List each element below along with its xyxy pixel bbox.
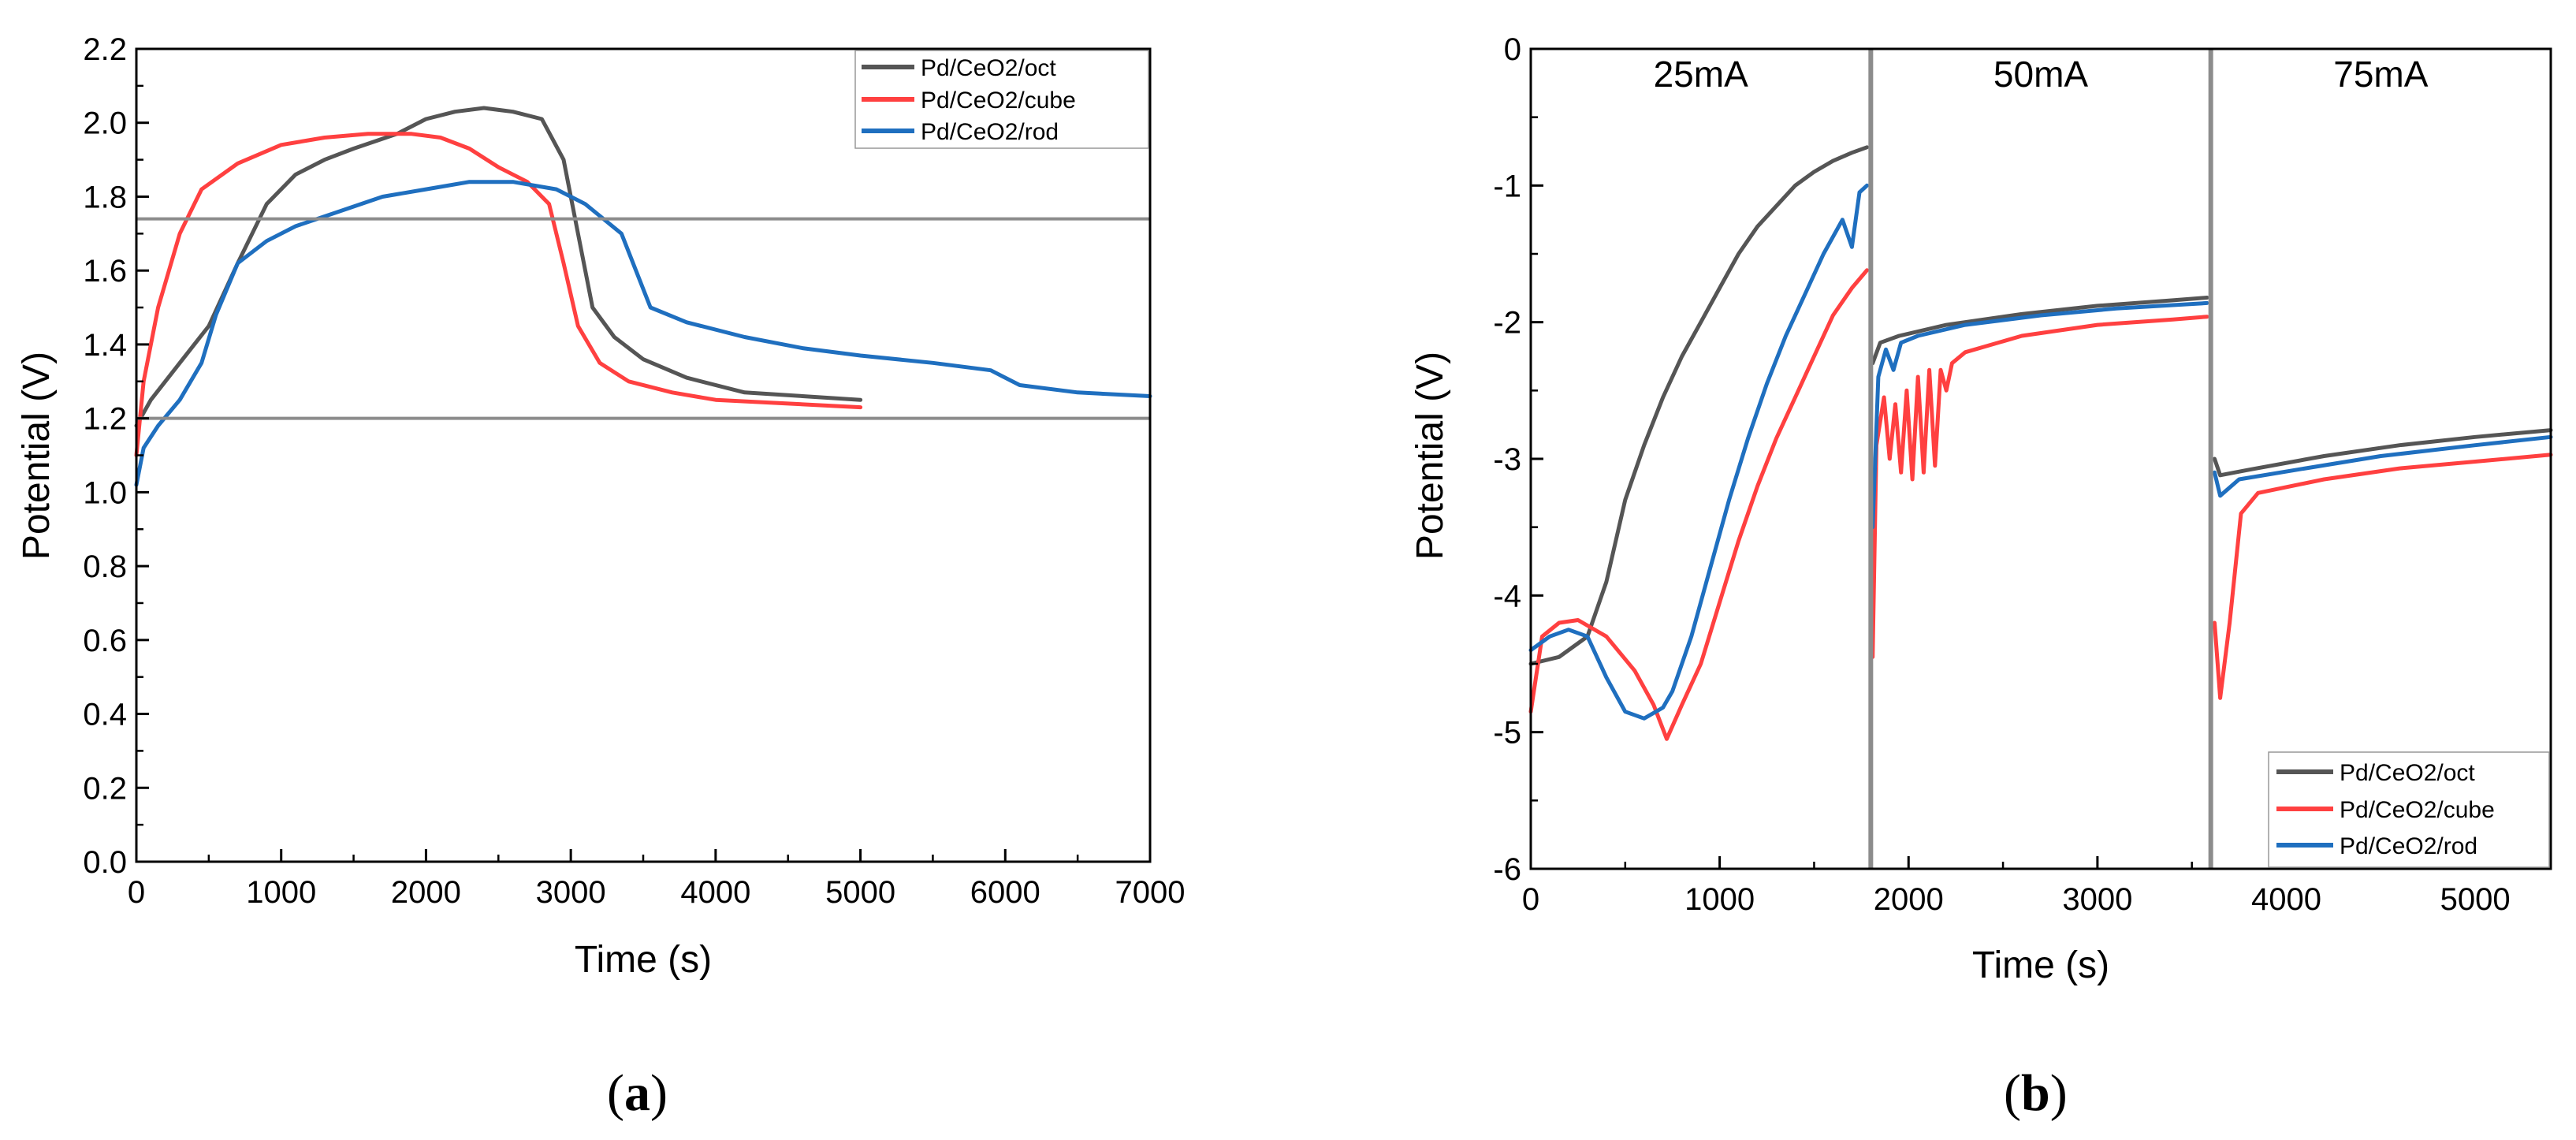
panel-b-caption: (b) (2004, 1064, 2068, 1122)
chart-b-dividers (1868, 49, 2213, 869)
chart-a-frame (135, 47, 1152, 863)
x-tick-label-0-1: 1000 (246, 875, 316, 910)
x-tick-label-1-4: 4000 (2251, 882, 2321, 917)
x-tick-label-0-3: 3000 (536, 875, 606, 910)
chart-a-legend: Pd/CeO2/oct Pd/CeO2/cube Pd/CeO2/rod (854, 50, 1149, 149)
series-line-1-0-2 (2213, 428, 2553, 478)
region-label-0: 25mA (1654, 54, 1748, 95)
x-tick-label-1-1: 1000 (1684, 882, 1755, 917)
chart-a-series (134, 106, 1152, 487)
chart-b-frame (1529, 47, 2552, 870)
x-tick-label-1-2: 2000 (1874, 882, 1944, 917)
chart-a-ylabel: Potential (V) (16, 352, 58, 560)
panel-b-caption-letter: b (2021, 1064, 2050, 1122)
panel-a-caption-letter: a (624, 1064, 650, 1122)
region-label-2: 75mA (2333, 54, 2428, 95)
series-line-1-2-2 (2213, 434, 2553, 498)
y-tick-label-1-1: -5 (1493, 716, 1521, 751)
x-tick-label-0-6: 6000 (970, 875, 1040, 910)
chart-b-xlabel: Time (s) (1972, 944, 2109, 986)
y-tick-label-1-0: -6 (1493, 852, 1521, 887)
chart-a-ticks: 0 1000 2000 3000 4000 5000 6000 7000 0.0 0.2 0.4 0.… (83, 32, 1185, 910)
y-tick-label-0-10: 2.0 (83, 106, 127, 141)
y-tick-label-1-5: -1 (1493, 169, 1521, 203)
series-line-1-0-0 (1528, 145, 1869, 666)
x-tick-label-0-2: 2000 (391, 875, 461, 910)
legend-b-label-cube: Pd/CeO2/cube (2340, 797, 2495, 823)
series-line-1-2-0 (1528, 183, 1869, 721)
x-tick-label-1-3: 3000 (2062, 882, 2132, 917)
series-line-1-0-1 (1871, 296, 2209, 366)
legend-a-label-rod: Pd/CeO2/rod (921, 119, 1059, 145)
chart-b-series (1528, 145, 2553, 741)
chart-panel-b: 0 1000 2000 3000 4000 5000 -6 -5 -4 -3 -2 -1 0 25mA 5… (1409, 32, 2553, 1122)
x-tick-label-0-0: 0 (128, 875, 145, 910)
y-tick-label-0-4: 0.8 (83, 550, 127, 584)
series-line-1-2-1 (1871, 300, 2209, 530)
y-tick-label-0-1: 0.2 (83, 771, 127, 806)
y-tick-label-0-2: 0.4 (83, 698, 127, 732)
series-line-0-0-0 (134, 106, 863, 428)
panel-a-caption: (a) (607, 1064, 668, 1122)
series-line-1-1-0 (1528, 268, 1869, 741)
y-tick-label-0-3: 0.6 (83, 624, 127, 658)
y-tick-label-0-6: 1.2 (83, 402, 127, 437)
x-tick-label-0-5: 5000 (825, 875, 895, 910)
y-tick-label-0-5: 1.0 (83, 475, 127, 510)
y-tick-label-1-4: -2 (1493, 306, 1521, 341)
chart-panel-a: 0 1000 2000 3000 4000 5000 6000 7000 0.0 0.2 0.4 0.… (16, 32, 1185, 1122)
series-line-1-1-2 (2213, 453, 2553, 700)
x-tick-label-1-5: 5000 (2440, 882, 2511, 917)
legend-b-label-oct: Pd/CeO2/oct (2340, 760, 2475, 786)
y-tick-label-1-3: -3 (1493, 442, 1521, 477)
y-tick-label-1-2: -4 (1493, 579, 1521, 613)
chart-a-xlabel: Time (s) (575, 939, 712, 981)
series-line-0-2-0 (134, 180, 1152, 487)
chart-a-reference-lines (136, 217, 1150, 420)
chart-b-ticks: 0 1000 2000 3000 4000 5000 -6 -5 -4 -3 -2 -1 0 (1493, 32, 2510, 917)
y-tick-label-0-0: 0.0 (83, 845, 127, 880)
region-label-1: 50mA (1993, 54, 2088, 95)
legend-b-label-rod: Pd/CeO2/rod (2340, 833, 2477, 859)
chart-b-ylabel: Potential (V) (1409, 352, 1451, 560)
y-tick-label-0-9: 1.8 (83, 180, 127, 214)
y-tick-label-0-8: 1.6 (83, 254, 127, 289)
x-tick-label-1-0: 0 (1522, 882, 1539, 917)
y-tick-label-1-6: 0 (1504, 32, 1521, 67)
chart-b-regions: 25mA 50mA 75mA (1654, 54, 2429, 95)
x-tick-label-0-4: 4000 (680, 875, 750, 910)
legend-a-label-cube: Pd/CeO2/cube (921, 88, 1076, 114)
series-line-0-1-0 (134, 132, 863, 457)
y-tick-label-0-7: 1.4 (83, 328, 127, 363)
y-tick-label-0-11: 2.2 (83, 32, 127, 67)
series-line-1-1-1 (1871, 315, 2209, 659)
x-tick-label-0-7: 7000 (1115, 875, 1186, 910)
chart-b-legend: Pd/CeO2/oct Pd/CeO2/cube Pd/CeO2/rod (2268, 751, 2550, 868)
legend-a-label-oct: Pd/CeO2/oct (921, 55, 1056, 81)
